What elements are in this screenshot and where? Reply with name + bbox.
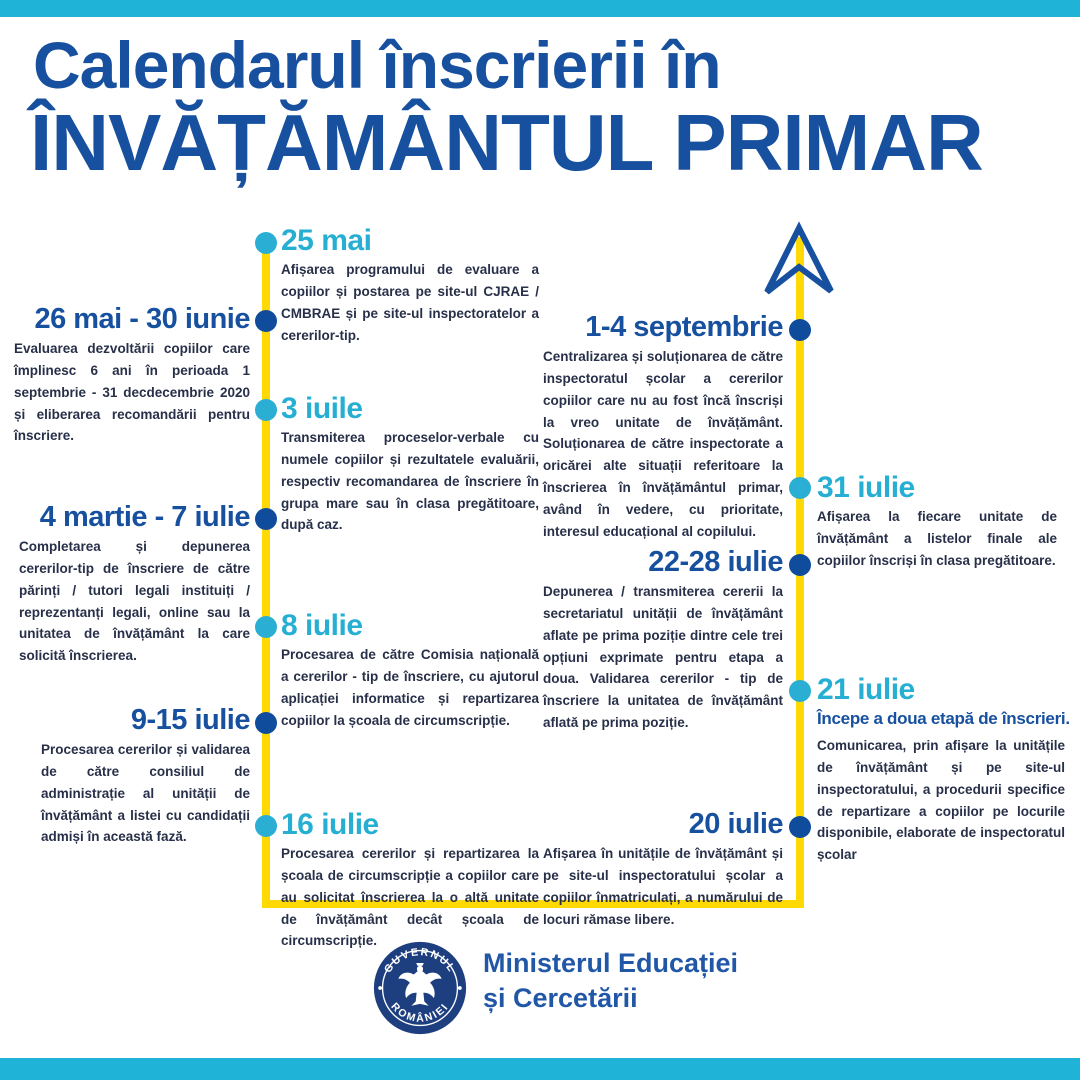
event-description: Procesarea de către Comisia națională a … (281, 647, 539, 728)
event-dot-20-iulie (789, 816, 811, 838)
event-lead: Începe a doua etapă de înscrieri. (817, 709, 1070, 728)
event-date: 1-4 septembrie (585, 311, 783, 343)
event-description: Procesarea cererilor și validarea de căt… (41, 742, 250, 845)
event-date: 31 iulie (817, 471, 915, 504)
event-date: 4 martie - 7 iulie (39, 501, 251, 533)
timeline-line-bottom (262, 900, 804, 908)
event-dot-25-mai (255, 232, 277, 254)
event-description: Procesarea cererilor și repartizarea la … (281, 846, 539, 949)
event-description: Centralizarea și soluționarea de către i… (543, 349, 783, 539)
event-description: Depunerea / transmiterea cererii la secr… (543, 584, 783, 731)
timeline-arrow-icon (764, 221, 834, 295)
event-date: 8 iulie (281, 609, 363, 642)
timeline-line-left (262, 240, 270, 908)
event-description: Evaluarea dezvoltării copiilor care împl… (14, 341, 250, 444)
bottom-border (0, 1058, 1080, 1080)
government-of-romania-logo: GUVERNUL ROMÂNIEI (373, 941, 467, 1035)
event-date: 20 iulie (688, 808, 784, 840)
event-dot-16-iulie (255, 815, 277, 837)
ministry-name-line2: și Cercetării (483, 983, 638, 1014)
event-dot-22-28-iulie (789, 554, 811, 576)
page-title-line2: ÎNVĂȚĂMÂNTUL PRIMAR (30, 98, 984, 187)
event-description: Afișarea la fiecare unitate de învățămân… (817, 509, 1057, 568)
event-description: Afișarea în unitățile de învățământ și p… (543, 846, 783, 927)
ministry-name: Ministerul Educației și Cercetării (483, 946, 738, 1016)
event-dot-1-4-septembrie (789, 319, 811, 341)
event-date: 21 iulie (817, 673, 915, 706)
event-description: Afișarea programului de evaluare a copii… (281, 262, 539, 343)
event-description: Comunicarea, prin afișare la unitățile d… (817, 738, 1065, 863)
event-dot-8-iulie (255, 616, 277, 638)
event-dot-31-iulie (789, 477, 811, 499)
event-dot-3-iuile (255, 399, 277, 421)
event-dot-9-15-iulie (255, 712, 277, 734)
event-date: 22-28 iulie (648, 546, 783, 578)
ministry-name-line1: Ministerul Educației (483, 948, 739, 978)
page-title-line1: Calendarul înscrierii în (33, 28, 722, 102)
event-date: 25 mai (281, 224, 372, 257)
event-date: 16 iulie (281, 808, 379, 841)
event-dot-4-martie-7-iulie (255, 508, 277, 530)
event-date: 9-15 iulie (130, 704, 251, 736)
event-dot-21-iulie (789, 680, 811, 702)
event-dot-26-mai-30-iunie (255, 310, 277, 332)
event-description: Completarea și depunerea cererilor-tip d… (19, 539, 250, 664)
event-date: 3 iuile (281, 392, 363, 425)
top-border (0, 0, 1080, 17)
eagle-emblem-icon (398, 963, 442, 1006)
event-description: Transmiterea proceselor-verbale cu numel… (281, 430, 539, 533)
event-date: 26 mai - 30 iunie (34, 303, 250, 335)
